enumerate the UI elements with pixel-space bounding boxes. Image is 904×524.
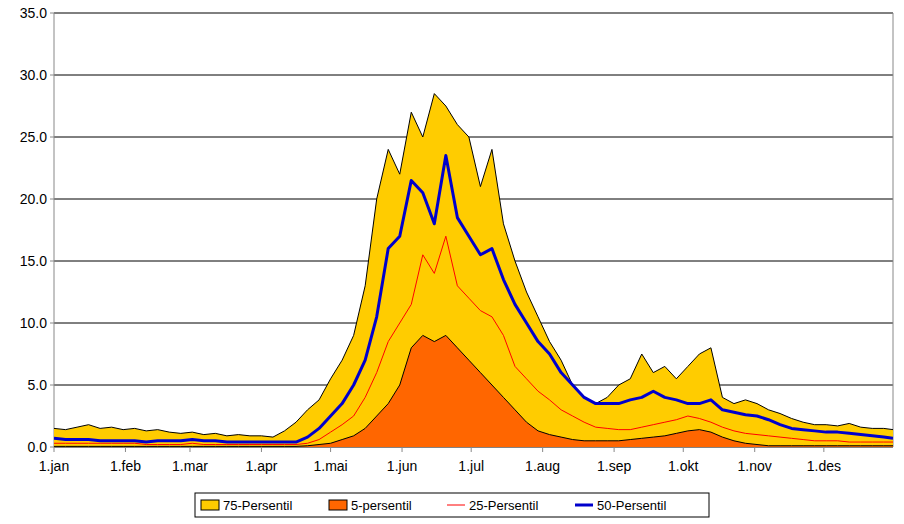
legend-label: 25-Persentil [469,498,538,513]
x-tick [189,447,190,452]
x-tick [402,447,403,452]
x-tick-label: 1.mai [313,458,347,474]
x-tick [823,447,824,452]
line [54,236,893,444]
legend-swatch [575,504,593,507]
x-tick-label: 1.feb [110,458,141,474]
chart: 0.0 5.0 10.0 15.0 20.0 25.0 30.0 35.0 1.jan 1.feb… [0,0,904,524]
y-tick [50,75,54,76]
y-tick-label: 25.0 [20,129,47,145]
line [54,156,893,442]
x-tick [471,447,472,452]
plot-area [54,94,893,447]
legend-swatch [329,500,347,510]
x-tick [614,447,615,452]
x-tick-label: 1.nov [738,458,772,474]
y-tick [50,13,54,14]
legend-box [195,493,709,517]
x-tick [330,447,331,452]
x-tick-label: 1.jun [387,458,417,474]
legend-swatch [447,505,465,506]
y-tick [50,447,54,448]
y-tick-label: 15.0 [20,253,47,269]
x-tick-label: 1.jul [458,458,484,474]
x-tick [542,447,543,452]
y-tick-label: 35.0 [20,5,47,21]
x-tick [754,447,755,452]
y-tick-label: 10.0 [20,315,47,331]
area-outline [54,335,893,446]
grid-line [54,137,893,138]
grid-line [54,13,893,14]
x-tick-label: 1.jan [39,458,69,474]
y-tick-label: 0.0 [28,439,48,455]
legend-swatch [201,500,219,510]
y-axis [54,13,55,447]
y-tick [50,261,54,262]
y-tick-label: 5.0 [28,377,48,393]
x-tick [54,447,55,452]
y-tick [50,199,54,200]
x-tick-label: 1.mar [172,458,208,474]
legend-label: 50-Persentil [597,498,666,513]
background [0,0,904,524]
area [54,94,893,447]
x-tick-label: 1.okt [668,458,698,474]
plot-frame-right [893,13,894,447]
y-tick [50,137,54,138]
area [54,335,893,447]
grid-line [54,75,893,76]
x-tick-label: 1.des [807,458,841,474]
x-tick [261,447,262,452]
y-tick [50,385,54,386]
x-tick-label: 1.apr [245,458,277,474]
y-tick-label: 20.0 [20,191,47,207]
legend: 75-Persentil 5-persentil 25-Persentil 50-Pe… [195,493,709,517]
y-tick-label: 30.0 [20,67,47,83]
legend-label: 5-persentil [351,498,412,513]
y-tick [50,323,54,324]
x-tick-label: 1.sep [597,458,631,474]
legend-label: 75-Persentil [223,498,292,513]
x-tick [125,447,126,452]
x-tick-label: 1.aug [525,458,560,474]
x-tick [683,447,684,452]
